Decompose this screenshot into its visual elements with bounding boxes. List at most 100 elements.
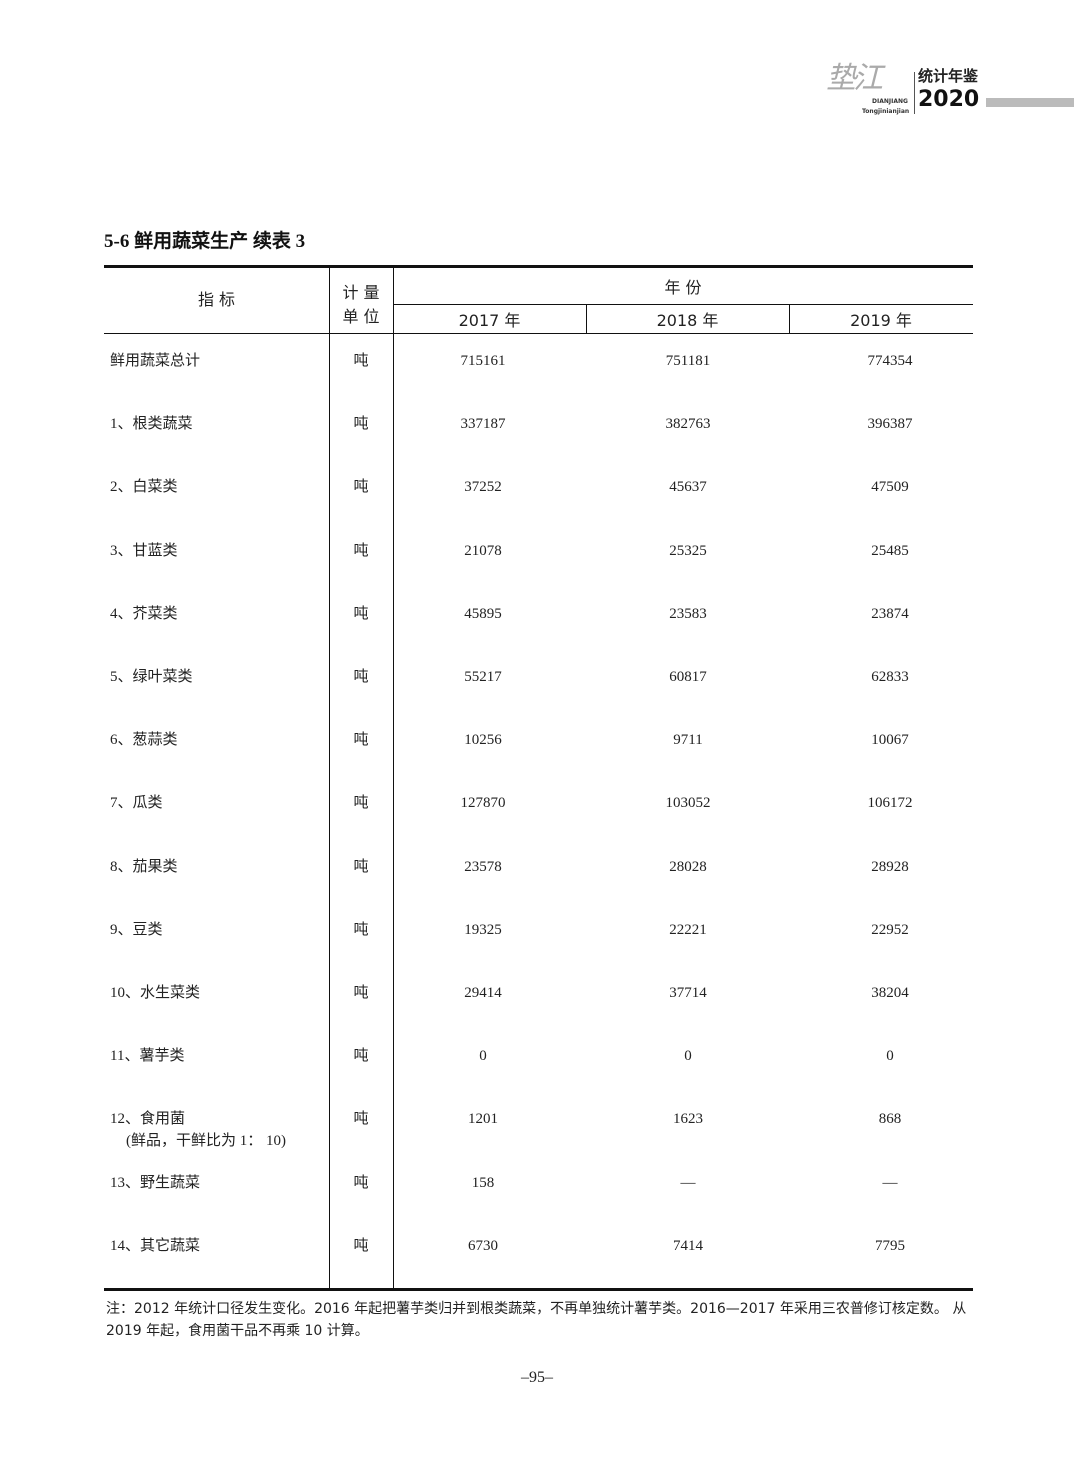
value-cell: 28028 [669,858,707,875]
table-row: 5、绿叶菜类 吨 55217 60817 62833 [104,668,972,731]
logo-year: 2020 [918,87,980,112]
header-year-group: 年 份 [664,278,702,297]
value-cell: 19325 [464,921,502,938]
row-indicator-note: (鲜品，干鲜比为 1： 10) [126,1133,286,1150]
value-cell: 337187 [460,416,506,433]
value-cell: — [882,1174,898,1191]
value-cell: — [680,1174,696,1191]
row-indicator: 6、葱蒜类 [110,732,178,749]
value-cell: 25325 [669,542,707,559]
value-cell: 106172 [867,795,913,812]
row-unit: 吨 [353,1237,369,1254]
row-indicator: 5、绿叶菜类 [110,669,193,685]
value-cell: 868 [878,1111,902,1128]
value-cell: 396387 [867,416,913,433]
table-top-rule [104,265,973,268]
value-cell: 47509 [871,479,909,496]
logo-pinyin-sub: Tongjinianjian [862,108,910,115]
table-row: 10、水生菜类 吨 29414 37714 38204 [104,984,972,1047]
value-cell: 45895 [464,605,502,622]
row-indicator: 14、其它蔬菜 [110,1237,201,1254]
value-cell: 29414 [464,985,502,1001]
table-bottom-rule [104,1288,973,1291]
row-indicator: 8、茄果类 [110,858,178,875]
value-cell: 103052 [665,795,711,812]
row-indicator: 1、根类蔬菜 [110,416,193,433]
col-divider [789,305,790,334]
row-unit: 吨 [353,353,369,369]
header-year-2019: 2019 年 [850,311,912,330]
logo-calligraphy: 垫江 [826,61,883,96]
value-cell: 38204 [871,985,909,1001]
value-cell: 127870 [460,795,506,812]
row-unit: 吨 [353,1048,369,1065]
row-indicator: 11、薯芋类 [110,1048,185,1065]
row-unit: 吨 [353,1174,369,1191]
value-cell: 1623 [673,1111,703,1128]
col-divider [586,305,587,334]
value-cell: 25485 [871,542,909,559]
table-row: 9、豆类 吨 19325 22221 22952 [104,921,972,984]
row-unit: 吨 [353,1111,369,1128]
value-cell: 715161 [460,353,506,369]
value-cell: 6730 [468,1237,498,1254]
row-indicator: 9、豆类 [110,921,163,938]
row-unit: 吨 [353,985,369,1001]
value-cell: 158 [471,1174,495,1191]
value-cell: 23583 [669,605,707,622]
table-row: 11、薯芋类 吨 0 0 0 [104,1047,972,1110]
table-row: 3、甘蓝类 吨 21078 25325 25485 [104,542,972,605]
header-year-2017: 2017 年 [458,311,521,330]
page-number: –95– [521,1369,553,1386]
value-cell: 22952 [871,921,909,938]
row-unit: 吨 [353,605,369,622]
value-cell: 7795 [875,1237,905,1254]
footnote: 注：2012 年统计口径发生变化。2016 年起把薯芋类归并到根类蔬菜，不再单独… [106,1301,967,1339]
table-row: 6、葱蒜类 吨 10256 9711 10067 [104,731,972,794]
value-cell: 37252 [464,479,502,496]
value-cell: 10256 [464,732,502,749]
header-year-2018: 2018 年 [656,311,719,330]
row-indicator: 2、白菜类 [110,479,178,496]
row-indicator: 7、瓜类 [110,795,163,812]
col-divider [329,267,330,1289]
yearbook-logo: 垫江 DIANJIANG Tongjinianjian 统计年鉴 2020 [826,62,1074,118]
value-cell: 0 [479,1048,487,1065]
value-cell: 21078 [464,542,502,559]
header-indicator: 指 标 [197,290,236,309]
value-cell: 22221 [669,921,707,938]
row-unit: 吨 [353,732,369,749]
table-row: 1、根类蔬菜 吨 337187 382763 396387 [104,415,972,478]
value-cell: 60817 [669,669,707,685]
row-unit: 吨 [353,921,369,938]
header-unit-1: 计 量 [342,283,380,302]
table-row: 12、食用菌 (鲜品，干鲜比为 1： 10) 吨 1201 1623 868 [104,1110,972,1173]
header-bottom-rule [104,333,973,334]
year-group-rule [393,304,973,305]
row-indicator: 3、甘蓝类 [110,542,178,559]
logo-title: 统计年鉴 [918,67,979,85]
header-bar [986,98,1074,107]
value-cell: 0 [684,1048,692,1065]
logo-divider [914,72,915,114]
value-cell: 45637 [669,479,707,496]
table-row: 7、瓜类 吨 127870 103052 106172 [104,794,972,857]
header-unit-2: 单 位 [342,307,380,326]
table-row: 8、茄果类 吨 23578 28028 28928 [104,858,972,921]
row-unit: 吨 [353,858,369,875]
table-row: 鲜用蔬菜总计 吨 715161 751181 774354 [104,352,972,415]
row-indicator: 4、芥菜类 [110,605,178,622]
row-indicator: 13、野生蔬菜 [110,1174,201,1191]
table-title: 5-6 鲜用蔬菜生产 续表 3 [104,231,306,252]
col-divider [393,267,394,1289]
row-unit: 吨 [353,795,369,812]
row-indicator: 12、食用菌 [110,1111,186,1128]
logo-pinyin: DIANJIANG [872,98,908,105]
value-cell: 23874 [871,605,909,622]
table-row: 13、野生蔬菜 吨 158 — — [104,1174,972,1237]
row-unit: 吨 [353,416,369,433]
table-row: 14、其它蔬菜 吨 6730 7414 7795 [104,1237,972,1300]
value-cell: 382763 [665,416,711,433]
value-cell: 774354 [867,353,913,369]
row-unit: 吨 [353,542,369,559]
